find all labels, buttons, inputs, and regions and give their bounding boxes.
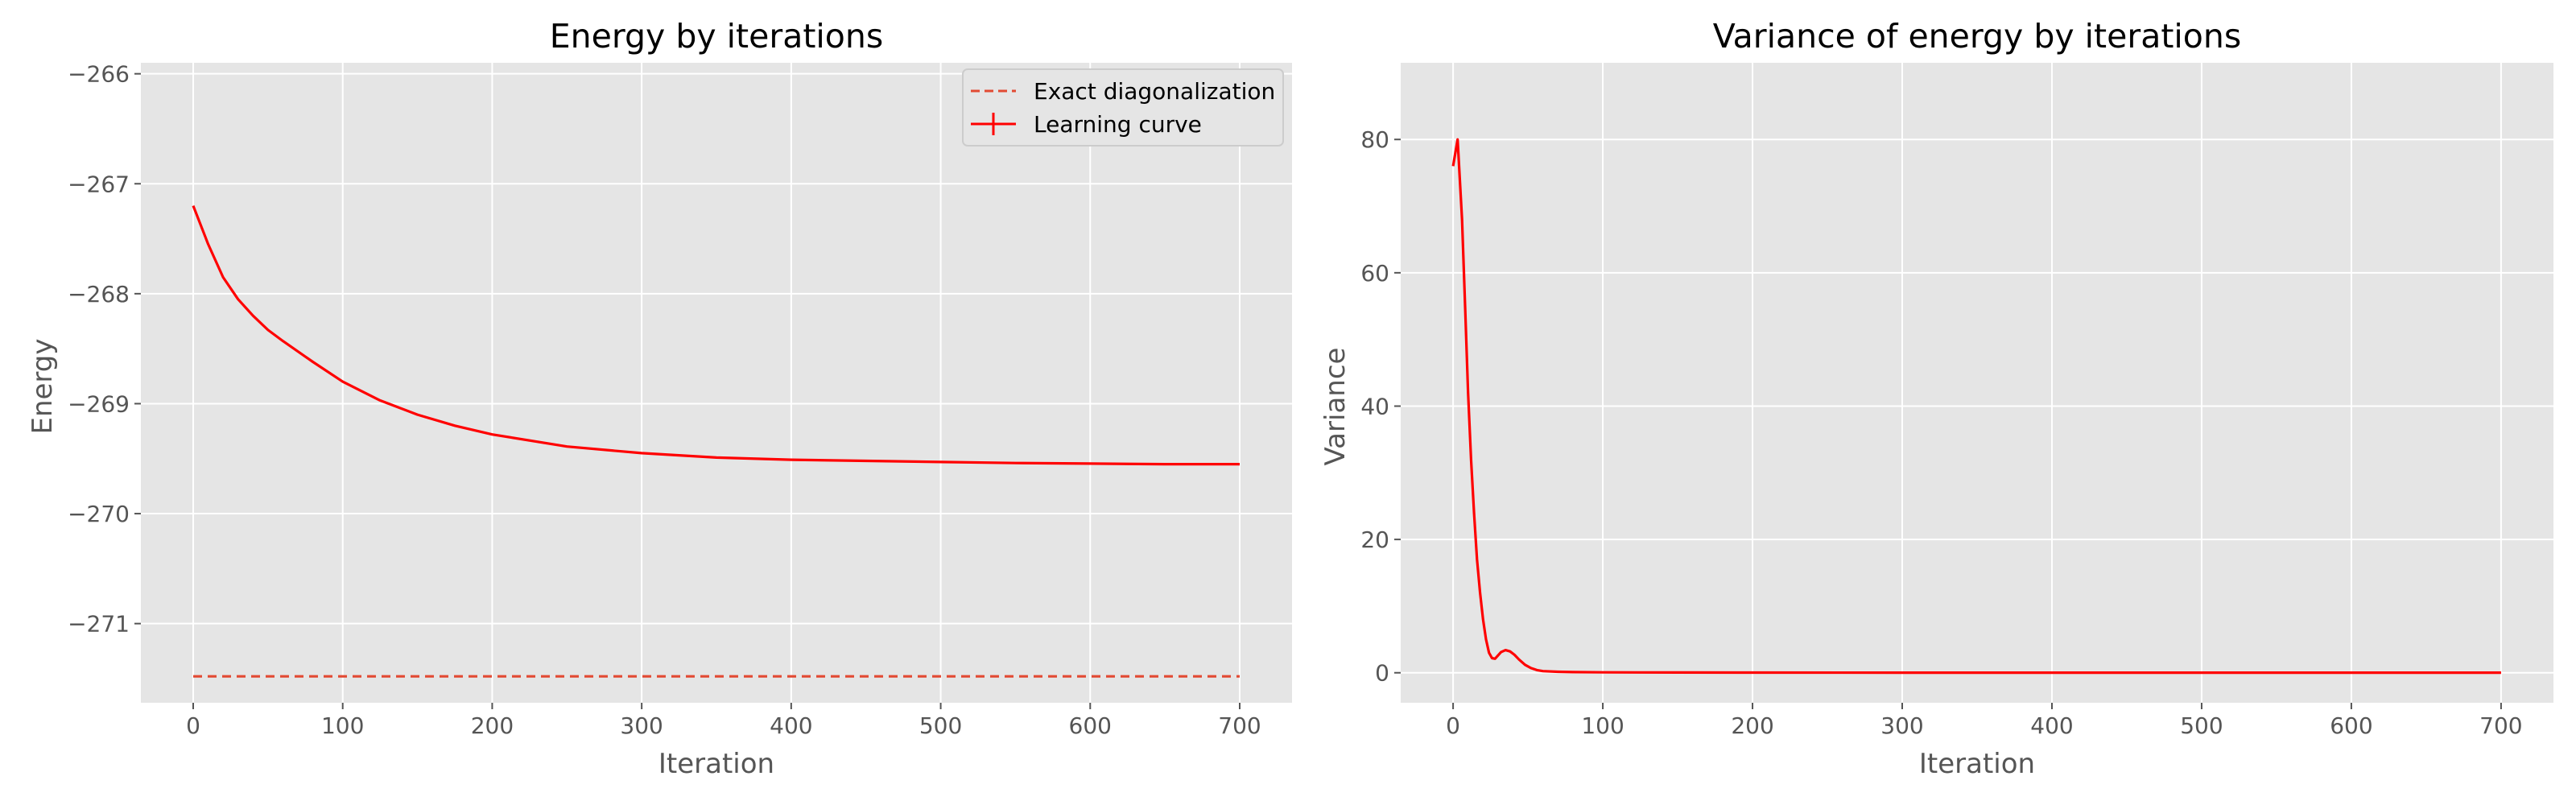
energy-x-tick-label: 400	[770, 712, 812, 739]
energy-x-tick-label: 200	[471, 712, 514, 739]
energy-y-tick-label: −266	[68, 61, 130, 88]
energy-x-tick-label: 700	[1218, 712, 1261, 739]
energy-x-axis-title: Iteration	[658, 748, 774, 780]
variance-x-tick-label: 400	[2030, 712, 2073, 739]
energy-plot-area	[141, 63, 1292, 703]
energy-y-tick-label: −267	[68, 171, 130, 197]
variance-x-tick-label: 700	[2479, 712, 2522, 739]
energy-x-tick-label: 0	[186, 712, 200, 739]
energy-x-tick-label: 100	[321, 712, 364, 739]
variance-chart: 0 100 200 300 400 500 600 700 0 20 40 60 80 Varianc…	[1319, 17, 2553, 780]
variance-plot-area	[1401, 63, 2553, 703]
variance-x-axis-title: Iteration	[1919, 748, 2035, 780]
energy-y-axis-title: Energy	[27, 338, 59, 434]
variance-y-tick-label: 40	[1360, 393, 1389, 419]
legend-label-learning-curve: Learning curve	[1034, 111, 1202, 138]
variance-y-tick-label: 20	[1360, 526, 1389, 553]
energy-chart: 0 100 200 300 400 500 600 700 −266 −267 −268 −269 −…	[27, 17, 1292, 780]
energy-legend: Exact diagonalization Learning curve	[962, 68, 1284, 147]
variance-y-tick-label: 0	[1375, 660, 1389, 687]
energy-x-tick-label: 300	[620, 712, 663, 739]
energy-x-tick-label: 500	[919, 712, 962, 739]
energy-y-tick-label: −269	[68, 390, 130, 417]
variance-x-tick-label: 500	[2180, 712, 2223, 739]
energy-x-tick-label: 600	[1069, 712, 1112, 739]
variance-y-tick-label: 80	[1360, 126, 1389, 153]
variance-y-axis-title: Variance	[1319, 348, 1352, 466]
legend-box	[962, 68, 1284, 147]
energy-y-tick-label: −270	[68, 501, 130, 527]
variance-x-tick-label: 0	[1446, 712, 1460, 739]
energy-chart-title: Energy by iterations	[550, 17, 883, 56]
variance-x-tick-label: 600	[2330, 712, 2372, 739]
variance-x-tick-label: 300	[1880, 712, 1923, 739]
variance-chart-title: Variance of energy by iterations	[1713, 17, 2241, 56]
energy-y-tick-label: −268	[68, 281, 130, 308]
variance-x-tick-label: 100	[1581, 712, 1624, 739]
legend-label-exact-diagonalization: Exact diagonalization	[1034, 78, 1275, 105]
variance-series-line-0	[1451, 138, 2501, 675]
energy-y-tick-label: −271	[68, 611, 130, 638]
variance-y-tick-label: 60	[1360, 260, 1389, 287]
variance-x-tick-label: 200	[1731, 712, 1773, 739]
